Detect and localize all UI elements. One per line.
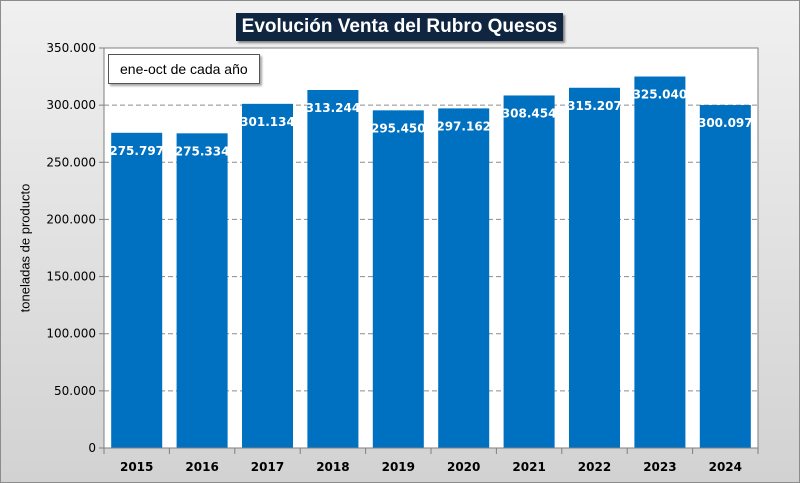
bar-2015	[111, 132, 163, 449]
bar-2017	[241, 103, 294, 448]
x-tick-label-2021: 2021	[512, 460, 545, 474]
bar-2019	[372, 110, 424, 448]
bar-2020	[438, 108, 490, 448]
data-label-2024: 300.097	[698, 116, 753, 130]
x-tick-label-2022: 2022	[578, 460, 611, 474]
data-label-2018: 313.244	[306, 101, 361, 115]
y-tick-label: 200.000	[46, 212, 96, 226]
y-tick-label: 350.000	[46, 41, 96, 55]
x-tick-label-2016: 2016	[185, 460, 218, 474]
x-tick-label-2015: 2015	[120, 460, 153, 474]
y-tick-label: 0	[88, 441, 96, 455]
data-label-2020: 297.162	[436, 119, 491, 133]
bar-2016	[176, 133, 228, 448]
x-tick-label-2020: 2020	[447, 460, 480, 474]
y-tick-label: 100.000	[46, 327, 96, 341]
x-tick-label-2017: 2017	[251, 460, 284, 474]
y-tick-label: 250.000	[46, 155, 96, 169]
data-label-2015: 275.797	[109, 144, 164, 158]
data-label-2022: 315.207	[567, 99, 622, 113]
data-label-2023: 325.040	[633, 88, 688, 102]
y-tick-label: 150.000	[46, 270, 96, 284]
bar-2018	[307, 90, 359, 448]
bar-2023	[634, 76, 686, 449]
x-tick-label-2019: 2019	[382, 460, 415, 474]
bar-2021	[503, 95, 555, 448]
chart-title: Evolución Venta del Rubro Quesos	[236, 13, 563, 41]
x-tick-label-2018: 2018	[316, 460, 349, 474]
data-label-2016: 275.334	[175, 144, 230, 158]
y-axis-label: toneladas de producto	[17, 183, 33, 313]
bar-2022	[568, 87, 621, 448]
period-annotation: ene-oct de cada año	[108, 54, 260, 84]
bar-2024	[699, 105, 751, 449]
x-tick-label-2024: 2024	[709, 460, 742, 474]
data-label-2019: 295.450	[371, 121, 426, 135]
data-label-2021: 308.454	[502, 106, 557, 120]
y-tick-label: 50.000	[54, 384, 96, 398]
data-label-2017: 301.134	[240, 115, 295, 129]
x-tick-label-2023: 2023	[643, 460, 676, 474]
y-tick-label: 300.000	[46, 98, 96, 112]
